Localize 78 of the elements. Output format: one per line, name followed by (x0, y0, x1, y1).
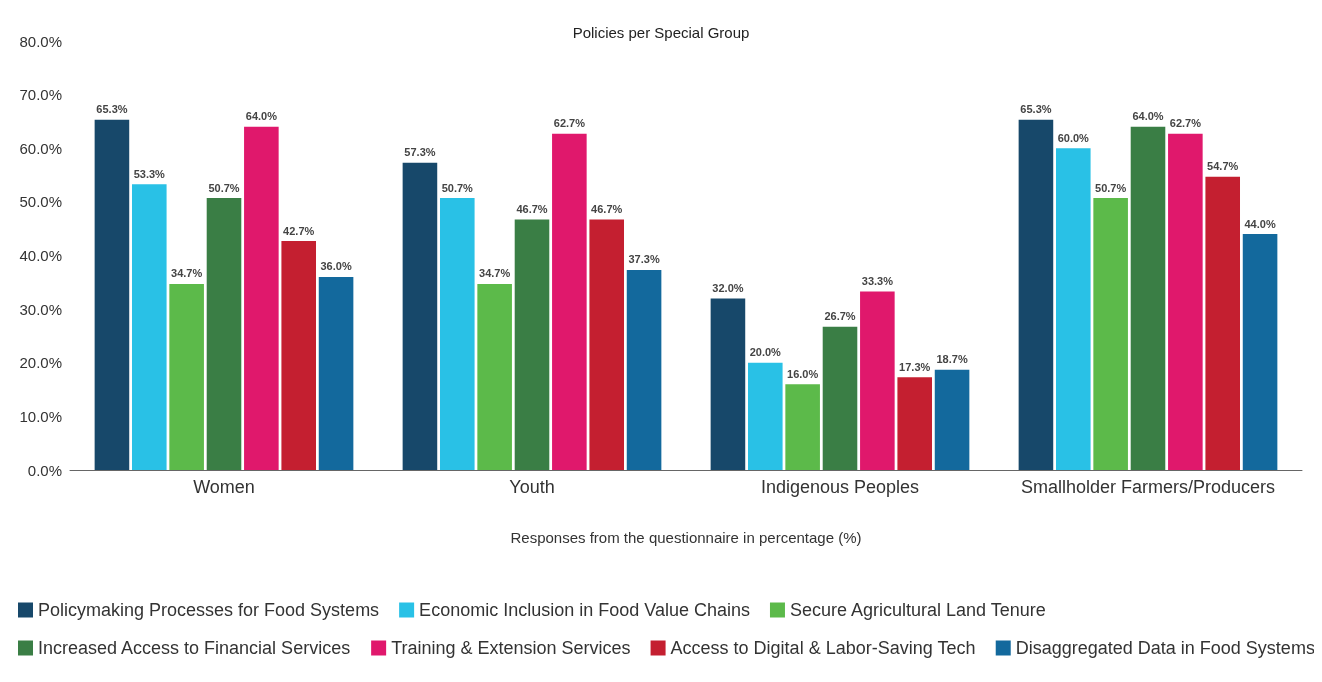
bar (477, 283, 512, 470)
data-label: 16.0% (787, 367, 819, 380)
bar (206, 198, 242, 470)
x-tick-label: Indigenous Peoples (760, 477, 920, 497)
x-tick-label: Youth (509, 477, 555, 497)
legend-label: Training & Extension Services (391, 638, 631, 658)
bar (785, 384, 820, 470)
x-tick-label: Smallholder Farmers/Producers (1020, 477, 1276, 497)
bar (94, 119, 130, 470)
data-label: 37.3% (628, 253, 660, 266)
legend-label: Disaggregated Data in Food Systems (1015, 638, 1315, 658)
data-label: 62.7% (553, 117, 586, 130)
chart-title: Policies per Special Group (572, 24, 750, 41)
bar (281, 241, 316, 470)
data-label: 50.7% (1095, 181, 1127, 194)
data-label: 62.7% (1169, 117, 1202, 130)
bar (1168, 133, 1203, 470)
bar (589, 219, 624, 470)
data-label: 17.3% (899, 360, 931, 373)
y-tick-label: 80.0% (19, 32, 62, 50)
legend-label: Policymaking Processes for Food Systems (38, 600, 380, 620)
legend-label: Access to Digital & Labor-Saving Tech (670, 638, 976, 658)
bar (169, 283, 204, 470)
data-label: 44.0% (1244, 217, 1276, 230)
x-axis-title: Responses from the questionnaire in percentage (%) (510, 529, 862, 546)
data-label: 42.7% (283, 224, 315, 237)
data-label: 57.3% (404, 146, 436, 159)
bar (1130, 126, 1166, 470)
data-label: 46.7% (516, 203, 548, 216)
data-label: 26.7% (824, 310, 856, 323)
bar (934, 369, 970, 470)
data-label: 20.0% (749, 346, 782, 359)
bar (822, 326, 858, 470)
y-tick-label: 0.0% (27, 461, 62, 479)
bar (860, 291, 895, 470)
bar (1205, 176, 1240, 470)
bar (402, 162, 438, 470)
data-label: 46.7% (591, 203, 623, 216)
x-tick-label: Women (193, 477, 255, 497)
legend-label: Economic Inclusion in Food Value Chains (419, 600, 750, 620)
bar (514, 219, 550, 470)
legend-label: Secure Agricultural Land Tenure (789, 600, 1046, 620)
bar (710, 298, 746, 470)
bar (626, 269, 662, 470)
data-label: 34.7% (171, 267, 203, 280)
data-label: 34.7% (479, 267, 511, 280)
data-label: 60.0% (1057, 131, 1090, 144)
data-label: 65.3% (1020, 103, 1052, 116)
bar (552, 133, 587, 470)
bar (1093, 198, 1128, 470)
y-tick-label: 20.0% (19, 354, 62, 372)
data-label: 54.7% (1207, 160, 1239, 173)
y-tick-label: 60.0% (19, 139, 62, 157)
y-tick-label: 50.0% (19, 193, 62, 211)
y-tick-label: 30.0% (19, 300, 62, 318)
bar (1056, 148, 1091, 470)
data-label: 64.0% (245, 110, 278, 123)
y-tick-label: 40.0% (19, 247, 62, 264)
data-label: 64.0% (1132, 110, 1164, 123)
bar (318, 276, 354, 470)
data-label: 50.7% (208, 181, 240, 194)
y-tick-label: 70.0% (19, 86, 62, 104)
data-label: 53.3% (133, 167, 166, 180)
bar (132, 184, 167, 470)
bar (244, 126, 279, 470)
data-label: 32.0% (712, 281, 744, 294)
data-label: 18.7% (936, 353, 968, 366)
legend-label: Increased Access to Financial Services (38, 638, 351, 658)
bar (1018, 119, 1054, 470)
bar (1242, 234, 1278, 470)
data-label: 50.7% (441, 181, 474, 194)
bar (440, 198, 475, 470)
data-label: 36.0% (320, 260, 352, 273)
y-tick-label: 10.0% (19, 407, 62, 425)
bar (897, 377, 932, 470)
data-label: 33.3% (861, 274, 894, 287)
bar (748, 362, 783, 470)
data-label: 65.3% (96, 103, 128, 116)
